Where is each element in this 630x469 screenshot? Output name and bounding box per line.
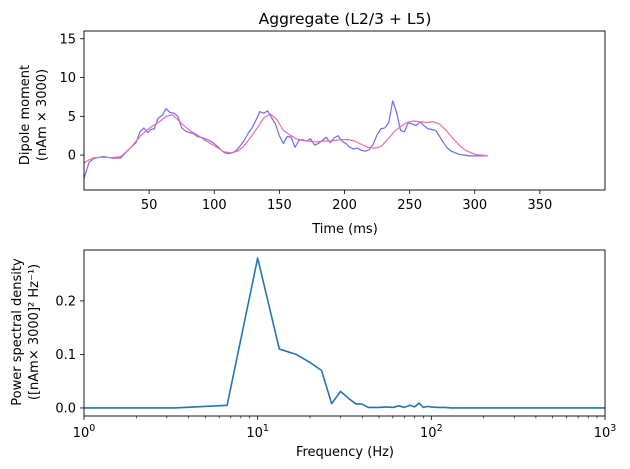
psd-ytick-label: 0.0 [55,401,76,416]
psd-xlabel: Frequency (Hz) [296,445,394,460]
psd-panel: 100 101 102 103 0.0 0.1 0.2 Frequency (Hz) Pow… [10,249,617,460]
psd-ytick-label: 0.2 [55,294,76,309]
dipole-xlabel: Time (ms) [311,222,378,237]
dipole-title: Aggregate (L2/3 + L5) [259,10,432,28]
dipole-xtick-label: 200 [332,198,357,213]
psd-ylabel-line1: Power spectral density [10,258,25,406]
psd-xtick-label: 103 [594,423,617,441]
psd-ytick-label: 0.1 [55,348,76,363]
dipole-series-1 [84,100,488,179]
dipole-ytick-label: 15 [59,32,76,47]
dipole-series-2 [84,113,488,164]
dipole-xtick-label: 300 [462,198,487,213]
dipole-xtick-label: 250 [397,198,422,213]
psd-axes-frame [83,249,606,417]
dipole-ylabel-line1: Dipole moment [18,65,33,165]
dipole-ytick-label: 10 [59,71,76,86]
dipole-ytick-label: 0 [68,149,76,164]
dipole-xtick-label: 150 [267,198,292,213]
psd-series-1 [84,257,605,409]
dipole-xtick-label: 350 [527,198,552,213]
psd-xtick-label: 101 [246,423,269,441]
dipole-xtick-label: 50 [141,198,158,213]
dipole-axes-frame [83,30,606,191]
psd-xtick-label: 102 [420,423,443,441]
dipole-panel: Aggregate (L2/3 + L5) 50 100 150 200 250 300 3… [18,10,606,237]
dipole-ytick-label: 5 [68,110,76,125]
dipole-xtick-label: 100 [202,198,227,213]
psd-xtick-label: 100 [73,423,96,441]
psd-ylabel-line2: ([nAm× 3000]² Hz⁻¹) [27,264,42,400]
dipole-ylabel-line2: (nAm × 3000) [35,69,50,161]
